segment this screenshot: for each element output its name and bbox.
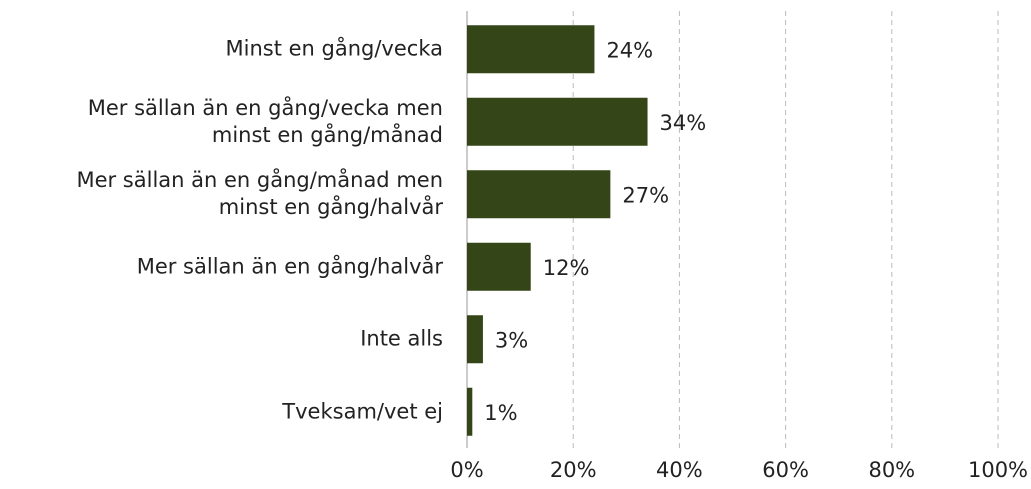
value-label: 12% bbox=[543, 256, 590, 280]
value-label: 3% bbox=[495, 328, 528, 352]
x-tick-label: 20% bbox=[550, 458, 597, 482]
category-label: Mer sällan än en gång/månad men minst en… bbox=[76, 168, 443, 220]
x-tick-label: 80% bbox=[868, 458, 915, 482]
value-label: 1% bbox=[484, 401, 517, 425]
value-label: 27% bbox=[622, 183, 669, 207]
bar bbox=[467, 97, 648, 146]
category-label: Inte alls bbox=[360, 326, 443, 351]
bar bbox=[467, 315, 483, 364]
bar bbox=[467, 242, 531, 291]
category-label: Tveksam/vet ej bbox=[282, 399, 443, 424]
x-tick-label: 60% bbox=[762, 458, 809, 482]
category-label: Mer sällan än en gång/halvår bbox=[136, 254, 443, 279]
bar bbox=[467, 25, 595, 74]
category-label: Minst en gång/vecka bbox=[225, 36, 444, 61]
category-label: Mer sällan än en gång/vecka men minst en… bbox=[87, 95, 443, 147]
x-tick-label: 100% bbox=[968, 458, 1028, 482]
x-tick-label: 40% bbox=[656, 458, 703, 482]
x-tick-label: 0% bbox=[450, 458, 483, 482]
bar bbox=[467, 387, 473, 436]
value-label: 24% bbox=[606, 38, 653, 62]
bar bbox=[467, 170, 611, 219]
value-label: 34% bbox=[660, 111, 707, 135]
